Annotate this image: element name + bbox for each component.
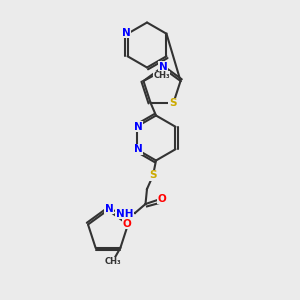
Text: CH₃: CH₃ bbox=[153, 71, 170, 80]
Text: N: N bbox=[104, 203, 113, 214]
Text: N: N bbox=[122, 28, 130, 38]
Text: CH₃: CH₃ bbox=[104, 257, 121, 266]
Text: N: N bbox=[134, 144, 142, 154]
Text: NH: NH bbox=[116, 209, 134, 219]
Text: S: S bbox=[149, 170, 157, 181]
Text: O: O bbox=[157, 194, 166, 204]
Text: O: O bbox=[122, 219, 131, 229]
Text: N: N bbox=[158, 62, 167, 72]
Text: N: N bbox=[134, 122, 142, 132]
Text: S: S bbox=[169, 98, 176, 108]
